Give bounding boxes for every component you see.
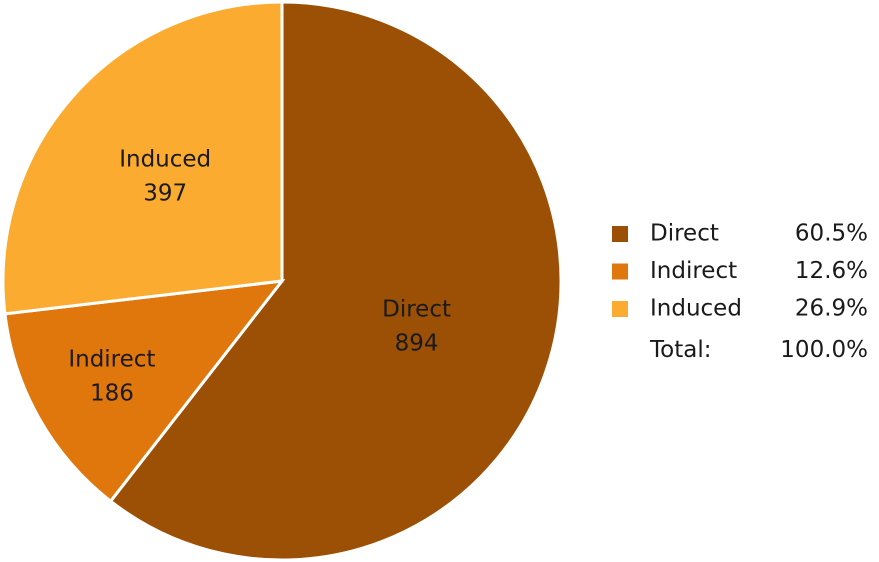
legend-label: Induced [650, 296, 742, 322]
slice-value: 894 [395, 331, 439, 357]
slice-value: 186 [90, 380, 134, 406]
slice-value: 397 [143, 181, 187, 207]
legend-swatch [612, 263, 628, 280]
legend-swatch [612, 226, 628, 242]
pie-slice [1, 0, 284, 316]
legend-value: 12.6% [795, 258, 868, 284]
legend-total-value: 100.0% [780, 337, 868, 363]
legend-value: 60.5% [795, 221, 868, 247]
slice-label: Direct [382, 297, 451, 323]
legend-label: Direct [650, 221, 719, 247]
slice-label: Induced [119, 147, 211, 173]
legend-label: Indirect [650, 258, 737, 284]
legend-value: 26.9% [795, 296, 868, 322]
pie-slice [3, 279, 286, 504]
legend-swatch [612, 301, 628, 317]
pie-slice [108, 0, 563, 562]
legend-total-label: Total: [649, 337, 711, 363]
slice-label: Indirect [68, 346, 155, 372]
